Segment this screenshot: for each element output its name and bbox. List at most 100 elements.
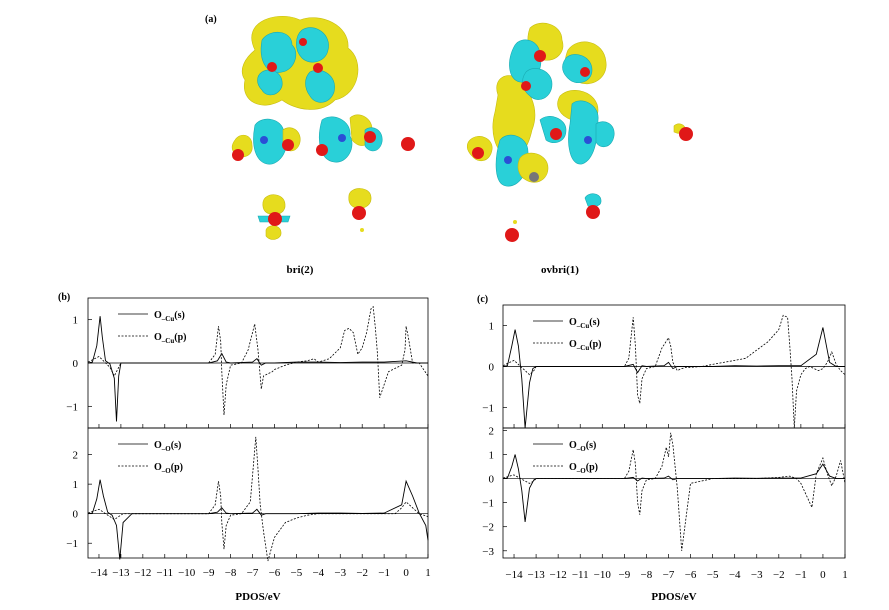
series-line — [87, 316, 428, 422]
legend-entry: O–O(p) — [569, 462, 598, 475]
x-axis-label: PDOS/eV — [235, 591, 280, 603]
x-tick-label: −2 — [773, 569, 785, 581]
atom-o — [521, 81, 531, 91]
lobe-negative — [257, 69, 283, 96]
series-line — [502, 454, 845, 522]
x-tick-label: −4 — [312, 567, 324, 579]
lobe-positive — [348, 188, 372, 209]
lobe-positive — [517, 152, 549, 183]
series-line — [502, 432, 846, 551]
x-tick-label: −6 — [685, 569, 697, 581]
lobe-negative — [595, 121, 615, 148]
atom-o — [282, 139, 294, 151]
atom-o — [679, 127, 693, 141]
x-axis-label: PDOS/eV — [651, 591, 696, 603]
x-tick-label: −12 — [134, 567, 151, 579]
x-tick-label: −6 — [269, 567, 281, 579]
lobe-positive — [241, 16, 359, 110]
panel-b-label: (b) — [58, 292, 70, 303]
legend-entry: O–O(s) — [154, 440, 181, 453]
x-tick-label: −5 — [291, 567, 303, 579]
atom-o — [580, 67, 590, 77]
atom-o — [550, 128, 562, 140]
y-tick-label: 0 — [73, 358, 79, 370]
atom-o — [472, 147, 484, 159]
lobe-positive — [513, 220, 517, 224]
series-line — [87, 305, 429, 416]
y-tick-label: 2 — [489, 425, 495, 437]
x-tick-label: 0 — [403, 567, 409, 579]
lobe-positive — [265, 225, 282, 240]
x-tick-label: −14 — [90, 567, 108, 579]
chart-panel-0: 1 0 −1 O–Cu(s) O–Cu(p) 2 1 0 −1 O–O(s) O–O(p) −14 −1… — [66, 297, 431, 603]
x-tick-label: −11 — [156, 567, 173, 579]
atom-o — [401, 137, 415, 151]
x-tick-label: −10 — [594, 569, 612, 581]
x-tick-label: −1 — [795, 569, 807, 581]
atom-cu — [584, 136, 592, 144]
atom-cu — [504, 156, 512, 164]
x-tick-label: −4 — [729, 569, 741, 581]
series-line — [502, 314, 846, 429]
atom-o — [232, 149, 244, 161]
legend-entry: O–Cu(p) — [569, 339, 601, 352]
legend-entry: O–Cu(s) — [154, 310, 185, 323]
x-tick-label: −14 — [505, 569, 523, 581]
atom-o — [586, 205, 600, 219]
x-tick-label: −12 — [550, 569, 567, 581]
y-tick-label: 2 — [73, 450, 79, 462]
panel-a-label: (a) — [205, 14, 217, 25]
atom-o — [364, 131, 376, 143]
legend-entry: O–O(p) — [154, 462, 183, 475]
lobe-positive — [492, 75, 536, 158]
lobe-negative — [568, 100, 599, 165]
y-tick-label: 0 — [489, 362, 495, 374]
legend-entry: O–Cu(s) — [569, 317, 600, 330]
y-tick-label: −1 — [66, 401, 78, 413]
atom-o — [299, 38, 307, 46]
atom-o — [529, 172, 539, 182]
legend-entry: O–Cu(p) — [154, 332, 186, 345]
lobe-negative — [584, 193, 602, 208]
x-tick-label: −7 — [247, 567, 259, 579]
y-tick-label: −2 — [482, 522, 494, 534]
y-tick-label: 0 — [489, 474, 495, 486]
y-tick-label: 1 — [73, 479, 79, 491]
lobe-positive — [262, 194, 286, 215]
y-tick-label: −3 — [482, 546, 494, 558]
plot-frame — [502, 427, 846, 559]
x-tick-label: −13 — [527, 569, 545, 581]
pdos-charts: 1 0 −1 O–Cu(s) O–Cu(p) 2 1 0 −1 O–O(s) O–O(p) −14 −1… — [66, 297, 848, 603]
x-tick-label: −11 — [572, 569, 589, 581]
x-tick-label: −8 — [225, 567, 237, 579]
panel-a: (a) — [205, 14, 693, 276]
y-tick-label: 1 — [73, 315, 79, 327]
atom-o — [316, 144, 328, 156]
lobe-positive — [360, 228, 364, 232]
x-tick-label: 1 — [842, 569, 848, 581]
lobe-negative — [296, 27, 329, 63]
structure-right: ovbri(1) — [466, 22, 693, 276]
x-tick-label: −3 — [334, 567, 346, 579]
atom-o — [534, 50, 546, 62]
legend-entry: O–O(s) — [569, 440, 596, 453]
x-tick-label: −2 — [356, 567, 368, 579]
atom-o — [352, 206, 366, 220]
y-tick-label: −1 — [482, 403, 494, 415]
series-line — [87, 479, 429, 560]
plot-frame — [87, 427, 429, 559]
series-line — [87, 436, 429, 562]
atom-o — [313, 63, 323, 73]
x-tick-label: −8 — [641, 569, 653, 581]
chart-panel-1: 1 0 −1 O–Cu(s) O–Cu(p) 2 1 0 −1 −2 −3 O–O(s) O–O(p) −… — [482, 304, 848, 603]
lobe-negative — [305, 70, 335, 103]
atom-o — [267, 62, 277, 72]
x-tick-label: −1 — [378, 567, 390, 579]
x-tick-label: −9 — [203, 567, 215, 579]
y-tick-label: −1 — [482, 498, 494, 510]
atom-o — [268, 212, 282, 226]
atom-cu — [260, 136, 268, 144]
x-tick-label: −9 — [618, 569, 630, 581]
structure-left-caption: bri(2) — [287, 264, 314, 276]
